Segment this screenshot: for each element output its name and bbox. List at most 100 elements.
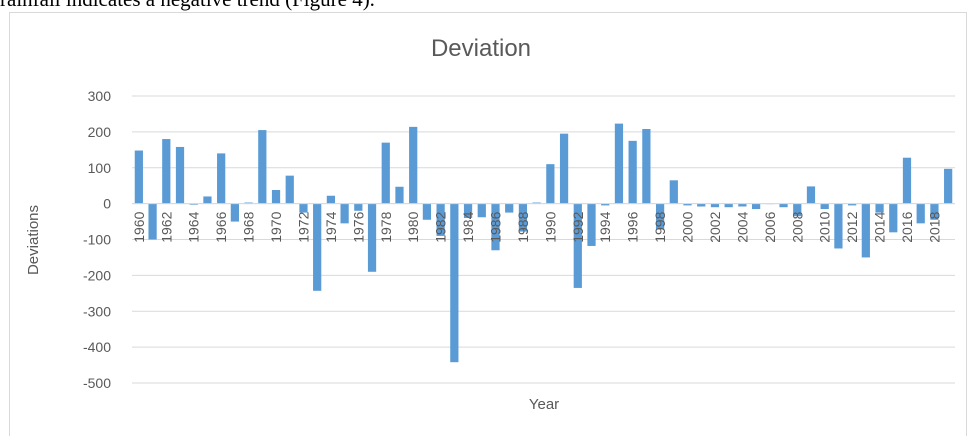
bar-2000 [683, 203, 692, 206]
bar-1973 [313, 203, 322, 291]
bar-1972 [299, 203, 308, 213]
bar-2019 [944, 168, 953, 204]
bar-1964 [189, 203, 198, 205]
bar-2005 [751, 203, 761, 210]
x-tick-label: 1970 [268, 211, 284, 242]
x-axis-title: Year [529, 396, 559, 413]
bar-2011 [834, 203, 843, 249]
y-axis-title: Deviations [25, 205, 42, 275]
bar-1983 [450, 203, 459, 363]
y-tick-label: -500 [83, 375, 111, 391]
bar-1989 [532, 202, 541, 204]
bar-2003 [724, 203, 733, 208]
y-tick-label: -400 [83, 339, 111, 355]
x-tick-label: 1992 [570, 211, 586, 242]
x-tick-label: 2006 [762, 211, 778, 242]
bar-2015 [889, 203, 898, 233]
x-tick-label: 2002 [707, 211, 723, 242]
x-tick-label: 1996 [625, 211, 641, 242]
bar-2012 [848, 203, 857, 206]
x-tick-label: 1962 [158, 211, 174, 242]
x-tick-label: 2010 [817, 211, 833, 242]
bar-1961 [148, 203, 157, 240]
bar-1993 [587, 203, 596, 246]
y-tick-label: -300 [83, 303, 111, 319]
document-text: rainfall indicates a negative trend (Fig… [0, 0, 969, 12]
bar-1997 [642, 129, 651, 204]
bar-1981 [422, 203, 432, 220]
bar-1986 [491, 203, 500, 251]
x-tick-label: 1960 [131, 211, 147, 242]
x-tick-label: 1982 [433, 211, 449, 242]
bar-1998 [655, 203, 665, 230]
bar-1979 [395, 186, 404, 204]
chart-frame [9, 12, 967, 436]
x-tick-label: 2000 [680, 211, 696, 242]
x-tick-label: 2016 [899, 211, 915, 242]
bar-1974 [326, 195, 336, 204]
x-tick-label: 1964 [186, 211, 202, 242]
bar-1994 [601, 203, 610, 206]
x-tick-label: 1966 [213, 211, 229, 242]
bar-1980 [409, 126, 418, 204]
bar-1971 [285, 175, 294, 204]
x-axis-ticks: 1960 1962 1964 1966 1968 1970 1972 1974 1976 1978… [131, 211, 943, 242]
gridlines [132, 95, 955, 384]
y-axis-ticks: 300 200 100 0 -100 -200 -300 -400 -500 [83, 88, 111, 391]
bar-2016 [902, 157, 912, 204]
y-tick-label: 0 [103, 196, 111, 212]
x-tick-label: 2018 [926, 211, 942, 242]
bar-1962 [162, 139, 171, 204]
bar-2014 [875, 203, 884, 213]
bar-1966 [217, 153, 226, 204]
bar-1969 [258, 130, 267, 204]
x-tick-label: 2014 [872, 211, 888, 242]
bar-2001 [697, 203, 706, 207]
bar-1999 [669, 180, 678, 204]
x-tick-label: 1978 [378, 211, 394, 242]
bar-1987 [505, 203, 514, 213]
bar-1965 [203, 196, 212, 204]
x-tick-label: 1972 [295, 211, 311, 242]
bar-1985 [477, 203, 486, 218]
bar-2018 [930, 203, 939, 220]
bar-1975 [340, 203, 349, 224]
x-tick-label: 1994 [597, 211, 613, 242]
bar-1960 [134, 150, 143, 204]
y-tick-label: -100 [83, 232, 111, 248]
y-tick-label: 300 [88, 88, 112, 104]
bar-1963 [175, 146, 185, 204]
x-tick-label: 1990 [542, 211, 558, 242]
x-tick-label: 1984 [460, 211, 476, 242]
bar-1978 [381, 142, 390, 204]
bar-1982 [436, 203, 445, 236]
bar-1991 [559, 133, 569, 204]
bar-2008 [793, 203, 802, 217]
bar-1968 [244, 202, 253, 204]
x-tick-label: 1986 [487, 211, 503, 242]
bar-1967 [230, 203, 239, 222]
x-tick-label: 1988 [515, 211, 531, 242]
bar-2004 [738, 203, 747, 207]
y-tick-label: 100 [88, 160, 112, 176]
bar-1988 [518, 203, 528, 232]
x-tick-label: 2004 [734, 211, 750, 242]
bar-2009 [806, 186, 816, 204]
chart-title: Deviation [431, 35, 531, 62]
bar-2010 [820, 203, 829, 210]
x-tick-label: 1974 [323, 211, 339, 242]
y-tick-label: 200 [88, 124, 112, 140]
bar-2013 [861, 203, 870, 258]
bar-1996 [628, 140, 637, 204]
bar-1995 [614, 123, 624, 204]
bar-1970 [271, 189, 281, 204]
x-tick-label: 1976 [350, 211, 366, 242]
x-tick-label: 2012 [844, 211, 860, 242]
bar-1984 [463, 203, 473, 218]
x-tick-label: 1968 [241, 211, 257, 242]
bar-2002 [710, 203, 720, 208]
x-tick-label: 2008 [789, 211, 805, 242]
bar-1977 [367, 203, 377, 272]
bar-2007 [779, 203, 788, 208]
